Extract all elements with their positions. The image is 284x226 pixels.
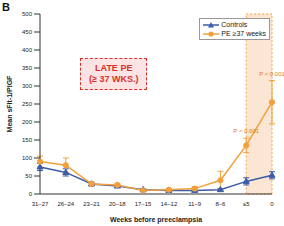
svg-text:300: 300 xyxy=(22,83,33,89)
svg-text:31–27: 31–27 xyxy=(32,201,49,207)
html-text:Controls: Controls xyxy=(221,21,248,28)
svg-text:≤5: ≤5 xyxy=(243,201,250,207)
svg-text:23–21: 23–21 xyxy=(83,201,100,207)
svg-text:150: 150 xyxy=(22,137,33,143)
svg-text:0: 0 xyxy=(29,191,33,197)
svg-text:17–15: 17–15 xyxy=(135,201,152,207)
svg-text:400: 400 xyxy=(22,47,33,53)
svg-text:450: 450 xyxy=(22,29,33,35)
svg-text:14–12: 14–12 xyxy=(161,201,178,207)
html-text:(≥ 37 WKS.): (≥ 37 WKS.) xyxy=(89,74,139,84)
html-text:PE ≥37 weeks: PE ≥37 weeks xyxy=(221,30,266,38)
svg-text:P < 0.001: P < 0.001 xyxy=(259,71,276,77)
svg-text:0: 0 xyxy=(270,201,274,207)
svg-text:8–6: 8–6 xyxy=(215,201,226,207)
svg-text:Mean sFlt-1/PlGF: Mean sFlt-1/PlGF xyxy=(8,75,13,133)
svg-text:Weeks before preeclampsia: Weeks before preeclampsia xyxy=(110,216,202,224)
svg-text:26–24: 26–24 xyxy=(57,201,74,207)
svg-text:11–9: 11–9 xyxy=(188,201,202,207)
svg-text:20–18: 20–18 xyxy=(109,201,126,207)
svg-text:500: 500 xyxy=(22,11,33,17)
svg-text:P < 0.001: P < 0.001 xyxy=(233,128,259,134)
html-text:B: B xyxy=(2,1,10,13)
svg-text:100: 100 xyxy=(22,155,33,161)
svg-text:50: 50 xyxy=(25,173,32,179)
svg-text:350: 350 xyxy=(22,65,33,71)
html-text:LATE PE: LATE PE xyxy=(95,63,133,73)
svg-text:250: 250 xyxy=(22,101,33,107)
svg-text:200: 200 xyxy=(22,119,33,125)
